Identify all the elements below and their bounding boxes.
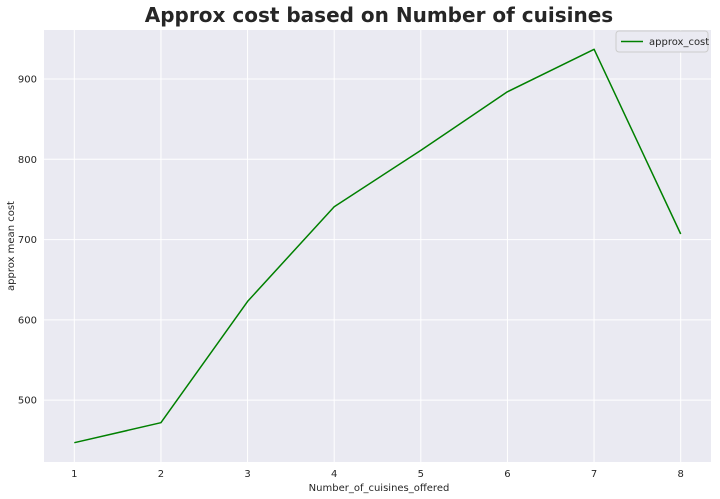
x-tick-label: 3 — [244, 469, 250, 480]
x-axis-ticks: 1 2 3 4 5 6 7 8 — [71, 469, 684, 480]
plot-area — [44, 30, 711, 462]
x-axis-label: Number_of_cuisines_offered — [309, 483, 450, 494]
y-tick-label: 500 — [18, 396, 37, 407]
series-layer — [74, 48, 682, 444]
y-axis-label: approx mean cost — [6, 201, 17, 291]
series-line-approx_cost — [74, 48, 682, 444]
y-tick-label: 900 — [18, 74, 37, 85]
legend-label: approx_cost — [649, 37, 709, 48]
y-axis-ticks: 500 600 700 800 900 — [18, 74, 37, 406]
x-tick-label: 1 — [71, 469, 77, 480]
chart-title: Approx cost based on Number of cuisines — [145, 3, 613, 27]
x-tick-label: 8 — [677, 469, 683, 480]
grid-layer — [44, 30, 711, 462]
x-tick-label: 6 — [504, 469, 510, 480]
x-tick-label: 5 — [418, 469, 424, 480]
legend-box — [615, 30, 709, 53]
y-tick-label: 700 — [18, 235, 37, 246]
x-tick-label: 2 — [158, 469, 164, 480]
y-tick-label: 600 — [18, 315, 37, 326]
x-tick-label: 7 — [591, 469, 597, 480]
y-tick-label: 800 — [18, 155, 37, 166]
legend: approx_cost — [615, 30, 709, 53]
x-tick-label: 4 — [331, 469, 337, 480]
